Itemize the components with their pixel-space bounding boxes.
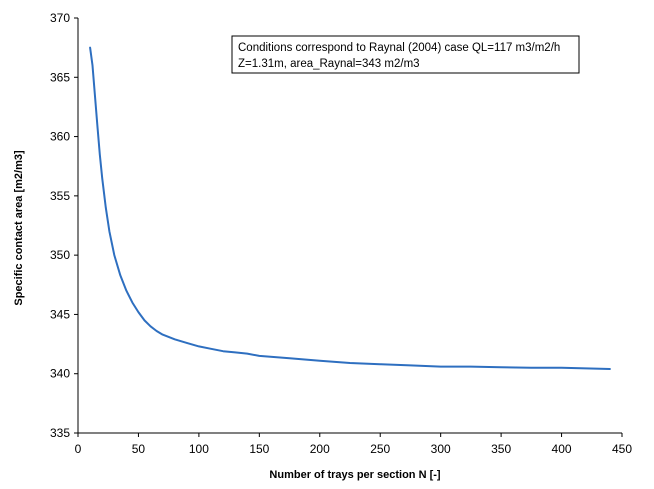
y-tick-label: 365	[50, 70, 70, 84]
x-tick-label: 200	[310, 442, 330, 456]
annotation-line-1: Conditions correspond to Raynal (2004) c…	[238, 42, 560, 54]
axes	[74, 17, 623, 437]
annotation-box: Conditions correspond to Raynal (2004) c…	[231, 35, 580, 74]
x-tick-label: 300	[431, 442, 451, 456]
y-tick-label: 360	[50, 130, 70, 144]
annotation-frame	[231, 35, 580, 74]
x-tick-label: 450	[612, 442, 632, 456]
x-tick-label: 100	[189, 442, 209, 456]
x-tick-label: 250	[370, 442, 390, 456]
y-axis-title: Specific contact area [m2/m3]	[13, 150, 25, 306]
series-line	[89, 46, 611, 370]
x-tick-label: 350	[491, 442, 511, 456]
series-layer	[89, 46, 611, 370]
y-tick-label: 370	[50, 11, 70, 25]
tick-labels: 335 340 345 350 355 360 365 370 0 50 100 150 200 250 3…	[50, 11, 632, 456]
x-tick-label: 150	[249, 442, 269, 456]
x-axis-title: Number of trays per section N [-]	[269, 469, 440, 481]
x-tick-label: 400	[552, 442, 572, 456]
x-tick-label: 0	[75, 442, 82, 456]
y-tick-label: 340	[50, 367, 70, 381]
y-tick-label: 355	[50, 189, 70, 203]
y-tick-label: 335	[50, 426, 70, 440]
y-tick-label: 345	[50, 307, 70, 321]
annotation-line-2: Z=1.31m, area_Raynal=343 m2/m3	[238, 58, 420, 70]
y-tick-label: 350	[50, 248, 70, 262]
x-tick-label: 50	[132, 442, 146, 456]
